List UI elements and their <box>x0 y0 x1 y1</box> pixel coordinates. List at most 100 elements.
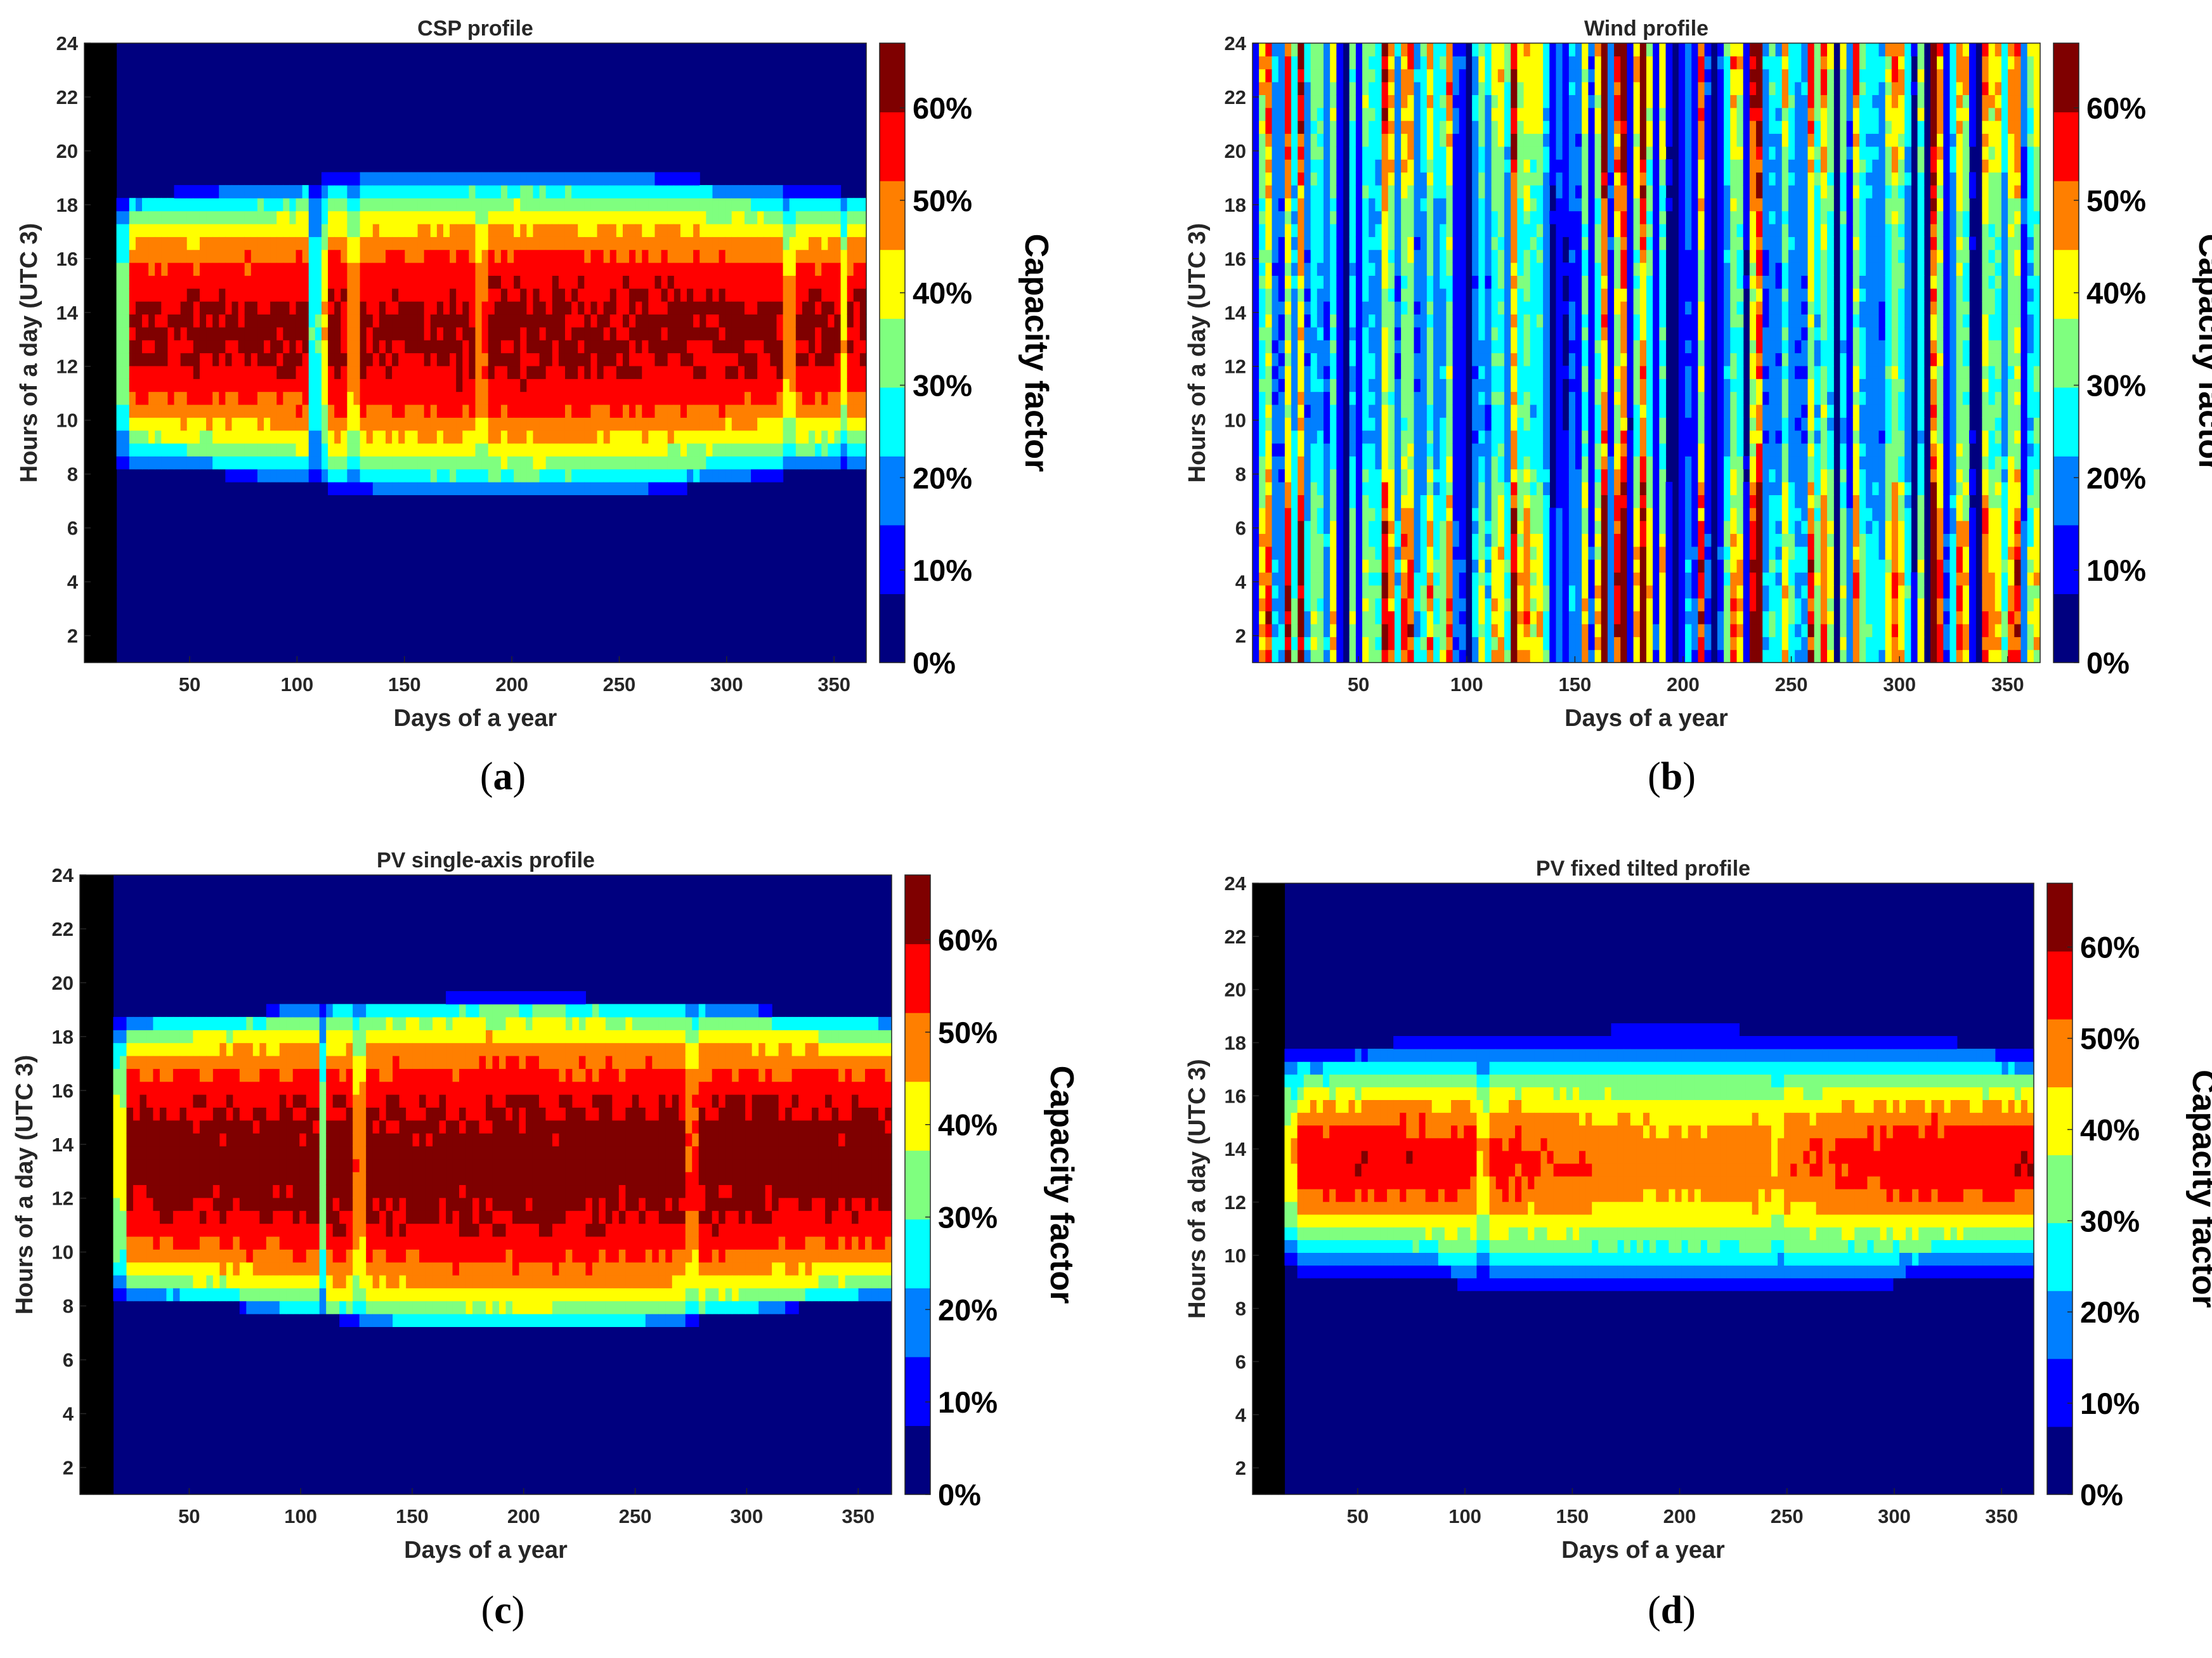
heat-cell <box>776 288 784 302</box>
heat-cell <box>97 585 104 599</box>
heat-cell <box>1381 314 1389 328</box>
heat-cell <box>648 430 656 444</box>
heat-cell <box>475 314 483 328</box>
heat-cell <box>1407 365 1415 379</box>
heat-cell <box>731 404 739 418</box>
heat-cell <box>417 314 425 328</box>
heat-cell <box>1323 637 1330 651</box>
heat-cell <box>494 314 502 328</box>
heat-cell <box>289 249 297 263</box>
heat-cell <box>263 340 271 354</box>
heat-cell <box>443 262 450 276</box>
heat-cell <box>744 301 751 315</box>
heat-cell <box>552 301 559 315</box>
heat-cell <box>1330 637 1337 651</box>
heat-cell <box>1452 507 1460 521</box>
heat-cell <box>1336 301 1344 315</box>
heat-cell <box>1459 495 1466 508</box>
heat-cell <box>757 430 764 444</box>
heat-cell <box>1426 43 1434 56</box>
heat-cell <box>597 404 604 418</box>
heat-cell <box>430 172 438 186</box>
heat-cell <box>296 430 303 444</box>
heat-cell <box>1304 275 1311 289</box>
heat-cell <box>687 404 694 418</box>
heat-cell <box>533 482 540 495</box>
heat-cell <box>1394 198 1402 212</box>
heat-cell <box>91 365 98 379</box>
heat-cell <box>744 430 751 444</box>
heat-cell <box>1497 159 1505 173</box>
heat-cell <box>597 417 604 431</box>
heat-cell <box>488 353 495 366</box>
heat-cell <box>1278 185 1285 198</box>
heat-cell <box>116 404 124 418</box>
heat-cell <box>699 198 706 212</box>
heat-cell <box>693 469 700 483</box>
heat-cell <box>629 172 636 186</box>
heat-cell <box>1491 533 1499 547</box>
heat-cell <box>616 288 623 302</box>
heat-cell <box>353 430 361 444</box>
heat-cell <box>392 262 399 276</box>
heat-cell <box>488 198 495 212</box>
heat-cell <box>1504 82 1511 96</box>
heat-cell <box>821 314 828 328</box>
heat-cell <box>1381 365 1389 379</box>
heat-cell <box>1426 404 1434 418</box>
heat-cell <box>757 275 764 289</box>
heat-cell <box>1517 365 1525 379</box>
heat-cell <box>238 404 245 418</box>
heat-cell <box>1375 223 1382 237</box>
heat-cell <box>789 353 797 366</box>
heat-cell <box>1252 585 1259 599</box>
heat-cell <box>1381 637 1389 651</box>
heat-cell <box>1291 68 1298 82</box>
heat-cell <box>731 430 739 444</box>
heat-cell <box>135 430 143 444</box>
heat-cell <box>1317 353 1324 366</box>
heat-cell <box>103 417 111 431</box>
heat-cell <box>1355 507 1363 521</box>
heat-cell <box>1375 482 1382 495</box>
heat-cell <box>366 249 374 263</box>
heat-cell <box>1336 56 1344 70</box>
heat-cell <box>436 172 444 186</box>
heat-cell <box>1259 430 1266 444</box>
heat-cell <box>174 430 181 444</box>
heat-cell <box>398 249 405 263</box>
heat-cell <box>1504 533 1511 547</box>
heat-cell <box>667 365 675 379</box>
heat-cell <box>263 391 271 405</box>
heat-cell <box>635 185 642 198</box>
heat-cell <box>1298 469 1305 483</box>
heat-cell <box>84 236 91 250</box>
heat-cell <box>648 365 656 379</box>
heat-cell <box>1517 598 1525 612</box>
heat-cell <box>751 198 758 212</box>
colorbar-segment <box>880 249 905 319</box>
heat-cell <box>122 210 130 224</box>
heat-cell <box>398 430 405 444</box>
heat-cell <box>1375 314 1382 328</box>
heat-cell <box>180 314 188 328</box>
heat-cell <box>840 262 848 276</box>
heat-cell <box>1523 649 1531 663</box>
heat-cell <box>1375 417 1382 431</box>
heat-cell <box>654 223 662 237</box>
heat-cell <box>667 353 675 366</box>
heat-cell <box>687 301 694 315</box>
heat-cell <box>1336 133 1344 147</box>
heat-cell <box>1355 43 1363 56</box>
heat-cell <box>456 365 463 379</box>
heat-cell <box>1272 365 1279 379</box>
heat-cell <box>1394 611 1402 625</box>
heat-cell <box>1362 146 1369 160</box>
heat-cell <box>764 275 771 289</box>
heat-cell <box>1375 262 1382 276</box>
heat-cell <box>1265 495 1273 508</box>
heat-cell <box>411 340 419 354</box>
heat-cell <box>584 456 592 470</box>
heat-cell <box>1394 94 1402 108</box>
heat-cell <box>1497 120 1505 134</box>
